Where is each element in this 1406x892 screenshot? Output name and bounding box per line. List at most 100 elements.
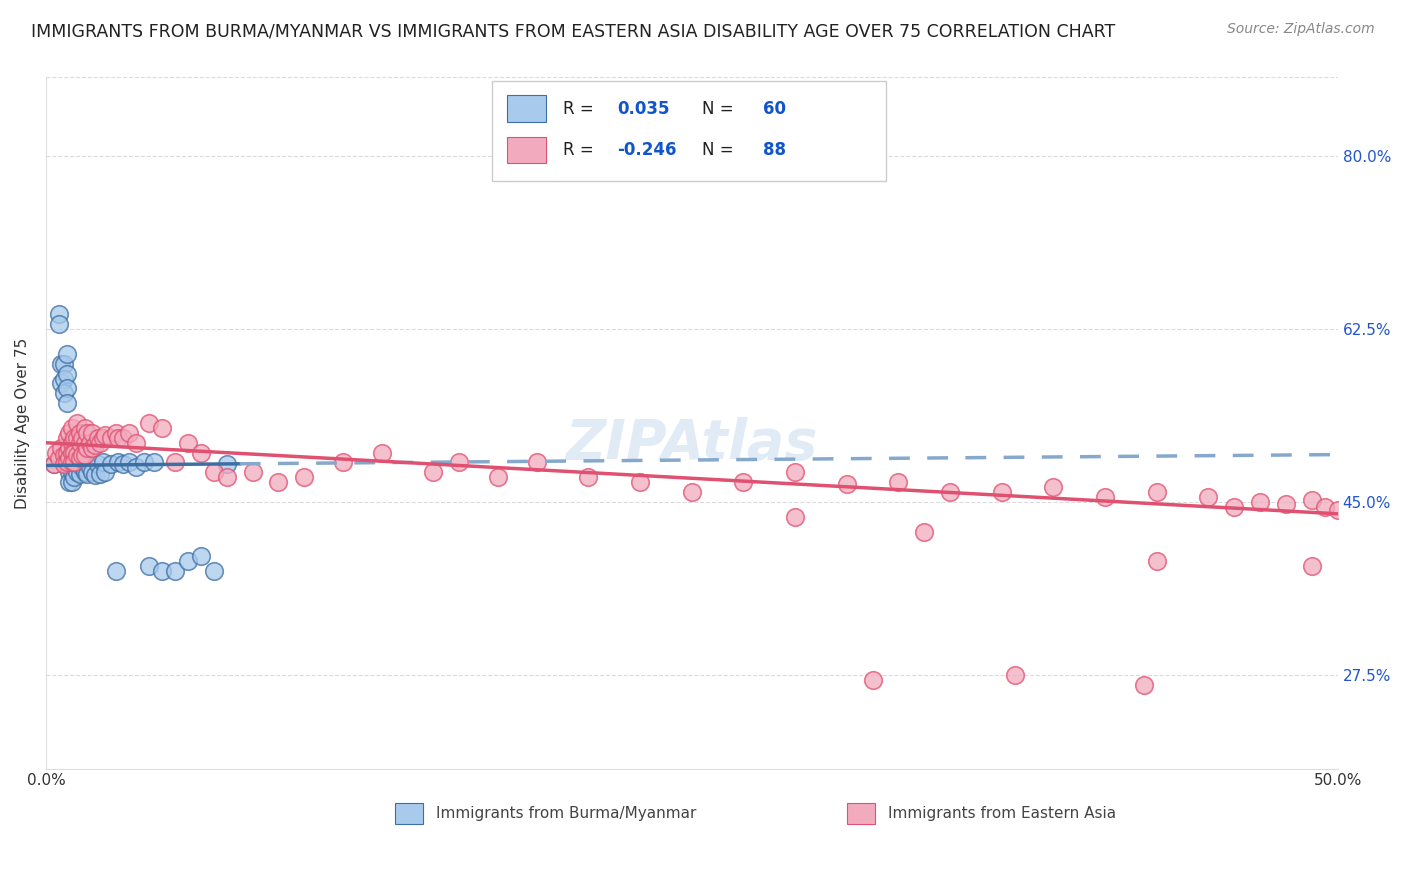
Point — [48, 318, 70, 332]
Point — [63, 470, 86, 484]
FancyBboxPatch shape — [846, 803, 875, 824]
Point — [69, 458, 91, 472]
Point — [76, 425, 98, 440]
Point — [125, 435, 148, 450]
Point — [60, 435, 83, 450]
Point — [190, 549, 212, 564]
Point — [628, 475, 651, 490]
Point — [138, 559, 160, 574]
Point — [55, 396, 77, 410]
Point — [165, 455, 187, 469]
Point — [51, 376, 73, 391]
Point — [66, 455, 89, 469]
Point — [58, 441, 80, 455]
Point — [66, 416, 89, 430]
FancyBboxPatch shape — [395, 803, 423, 824]
Point — [486, 470, 509, 484]
Text: Source: ZipAtlas.com: Source: ZipAtlas.com — [1227, 22, 1375, 37]
Point — [117, 425, 139, 440]
Point — [58, 450, 80, 465]
Point — [73, 455, 96, 469]
Point — [835, 477, 858, 491]
Point — [66, 466, 89, 480]
Point — [785, 509, 807, 524]
Point — [51, 357, 73, 371]
Point — [1198, 490, 1220, 504]
Point — [70, 448, 93, 462]
Point — [150, 564, 173, 578]
Point — [70, 431, 93, 445]
Point — [134, 455, 156, 469]
Point — [63, 431, 86, 445]
Point — [79, 435, 101, 450]
Point — [887, 475, 910, 490]
Point — [1042, 480, 1064, 494]
Point — [60, 435, 83, 450]
Point — [86, 458, 108, 472]
Point — [1275, 497, 1298, 511]
Point — [202, 466, 225, 480]
Point — [89, 467, 111, 482]
Point — [63, 441, 86, 455]
Point — [1004, 667, 1026, 681]
Point — [73, 448, 96, 462]
Text: Immigrants from Burma/Myanmar: Immigrants from Burma/Myanmar — [436, 806, 696, 821]
Point — [177, 554, 200, 568]
Point — [1133, 678, 1156, 692]
Point — [242, 466, 264, 480]
Point — [42, 458, 65, 472]
Point — [53, 458, 76, 472]
Point — [1301, 559, 1323, 574]
Point — [82, 425, 104, 440]
Point — [422, 466, 444, 480]
Point — [991, 485, 1014, 500]
Point — [69, 448, 91, 462]
Point — [82, 466, 104, 480]
Point — [177, 435, 200, 450]
Text: N =: N = — [702, 141, 740, 159]
Point — [912, 524, 935, 539]
Point — [60, 466, 83, 480]
Point — [785, 466, 807, 480]
Point — [112, 431, 135, 445]
Point — [76, 467, 98, 482]
Point — [94, 466, 117, 480]
Point — [48, 450, 70, 465]
Text: R =: R = — [562, 141, 599, 159]
Point — [1223, 500, 1246, 514]
Text: 60: 60 — [763, 100, 786, 118]
Point — [143, 455, 166, 469]
Point — [138, 416, 160, 430]
Point — [60, 421, 83, 435]
Point — [53, 386, 76, 401]
Point — [73, 435, 96, 450]
Point — [60, 455, 83, 469]
Point — [69, 467, 91, 482]
Point — [58, 475, 80, 490]
Point — [202, 564, 225, 578]
Point — [70, 450, 93, 465]
Point — [55, 347, 77, 361]
Point — [862, 673, 884, 687]
Text: 0.035: 0.035 — [617, 100, 669, 118]
Point — [939, 485, 962, 500]
Point — [63, 445, 86, 459]
Point — [292, 470, 315, 484]
Point — [63, 460, 86, 475]
Point — [578, 470, 600, 484]
Point — [60, 455, 83, 469]
Text: -0.246: -0.246 — [617, 141, 676, 159]
Point — [42, 458, 65, 472]
Point — [117, 455, 139, 469]
Point — [91, 431, 114, 445]
Point — [70, 460, 93, 475]
Point — [76, 441, 98, 455]
Point — [53, 448, 76, 462]
FancyBboxPatch shape — [508, 95, 546, 121]
Point — [215, 470, 238, 484]
Point — [55, 455, 77, 469]
Text: ZIPAtlas: ZIPAtlas — [565, 417, 818, 471]
Point — [86, 431, 108, 445]
Point — [84, 468, 107, 483]
Point — [1146, 554, 1168, 568]
